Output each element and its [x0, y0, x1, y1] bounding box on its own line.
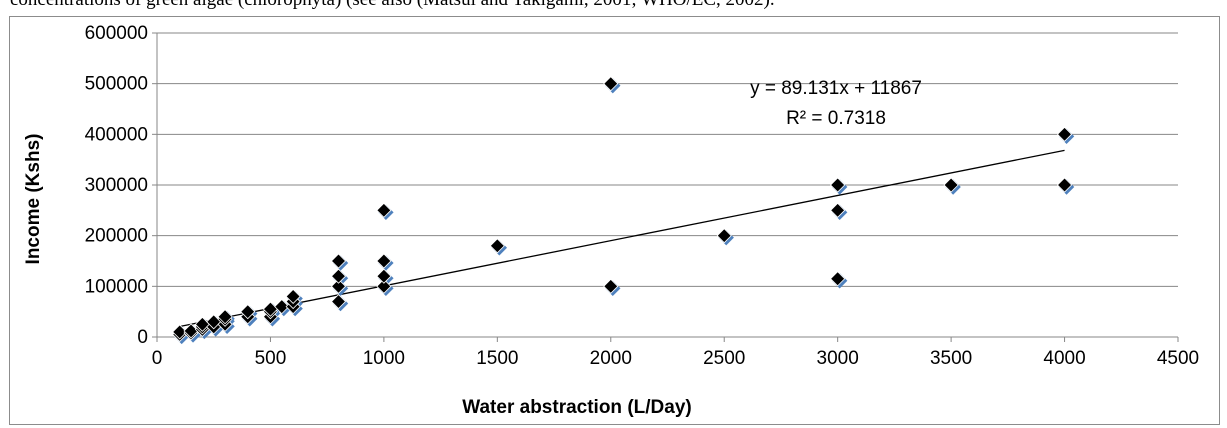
trendline-r-squared: R² = 0.7318 — [786, 108, 886, 129]
data-point — [217, 309, 233, 325]
axes — [152, 32, 1179, 342]
data-point — [603, 76, 619, 92]
data-point — [330, 253, 347, 269]
x-tick-label: 1500 — [476, 348, 518, 369]
trendline-equation: y = 89.131x + 11867 — [750, 78, 922, 99]
x-tick-label: 500 — [255, 348, 287, 369]
x-tick-label: 0 — [152, 348, 163, 369]
data-point — [1056, 126, 1073, 142]
data-point — [330, 268, 347, 284]
data-point — [330, 278, 347, 294]
tick-labels: 0 100000 200000 300000 400000 500000 600000 0 50… — [85, 23, 1200, 369]
y-tick-label: 0 — [137, 327, 148, 348]
y-tick-label: 200000 — [85, 226, 148, 247]
data-point — [240, 304, 256, 320]
y-tick-label: 100000 — [85, 276, 148, 297]
y-tick-label: 300000 — [85, 175, 148, 196]
data-point — [830, 271, 846, 287]
data-point — [330, 293, 347, 310]
data-point — [830, 177, 846, 193]
x-tick-label: 2000 — [590, 348, 632, 369]
y-axis-label: Income (Kshs) — [23, 134, 44, 265]
data-point — [376, 268, 392, 284]
gridlines — [157, 32, 1178, 287]
data-point — [376, 202, 392, 218]
data-point — [489, 238, 505, 254]
data-point — [172, 324, 188, 340]
header-text: concentrations of green algae (chlorophy… — [10, 0, 775, 11]
scatter-chart: 0 100000 200000 300000 400000 500000 600000 0 50… — [23, 23, 1200, 418]
data-point — [830, 202, 846, 218]
x-tick-label: 3000 — [817, 348, 859, 369]
x-tick-label: 4500 — [1157, 348, 1199, 369]
data-point — [285, 288, 301, 305]
data-point — [943, 177, 959, 193]
data-point — [1056, 177, 1073, 193]
data-point — [376, 253, 392, 269]
y-tick-label: 600000 — [85, 23, 148, 44]
y-tick-label: 400000 — [85, 124, 148, 145]
trendline-layer — [179, 149, 1065, 328]
data-point — [376, 278, 392, 294]
x-tick-label: 1000 — [363, 348, 405, 369]
data-point — [716, 228, 732, 244]
y-tick-label: 500000 — [85, 74, 148, 95]
data-point — [603, 278, 619, 294]
trendline — [179, 149, 1065, 328]
x-tick-label: 2500 — [703, 348, 745, 369]
chart-frame: 0 100000 200000 300000 400000 500000 600000 0 50… — [9, 16, 1220, 425]
x-tick-label: 3500 — [930, 348, 972, 369]
data-point — [274, 299, 290, 315]
data-points — [172, 76, 1075, 345]
x-axis-label: Water abstraction (L/Day) — [462, 397, 691, 418]
x-tick-label: 4000 — [1043, 348, 1085, 369]
